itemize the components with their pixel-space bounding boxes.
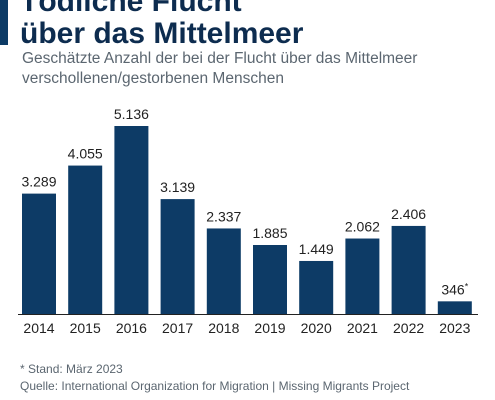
- bar-2014: [22, 193, 56, 314]
- value-label-2021: 2.062: [345, 219, 380, 235]
- x-tick-label-2018: 2018: [208, 320, 239, 336]
- title-line-1: Tödliche Flucht: [20, 0, 242, 18]
- bar-2015: [68, 165, 103, 314]
- bar-2019: [253, 245, 287, 314]
- bar-2020: [299, 260, 334, 314]
- x-tick-label-2020: 2020: [301, 320, 332, 336]
- value-label-2020: 1.449: [299, 241, 334, 257]
- bar-2021: [345, 238, 380, 314]
- page-title: Tödliche Flucht über das Mittelmeer: [20, 0, 303, 50]
- bar-2023: [437, 301, 472, 314]
- value-label-2019: 1.885: [252, 225, 287, 241]
- x-tick-label-2019: 2019: [254, 320, 285, 336]
- x-tick-label-2017: 2017: [162, 320, 193, 336]
- value-label-2022: 2.406: [391, 206, 426, 222]
- value-label-2017: 3.139: [160, 179, 195, 195]
- x-tick-label-2023: 2023: [439, 320, 470, 336]
- bar-2017: [160, 199, 195, 314]
- title-line-2: über das Mittelmeer: [20, 17, 304, 50]
- value-label-2023: 346*: [441, 281, 468, 297]
- bar-2018: [206, 228, 241, 314]
- subtitle-line-2: verschollenen/gestorbenen Menschen: [22, 70, 284, 87]
- bar-2022: [391, 225, 426, 314]
- footnote: * Stand: März 2023: [20, 362, 123, 376]
- value-label-2015: 4.055: [68, 146, 103, 162]
- value-label-2018: 2.337: [206, 208, 241, 224]
- x-tick-label-2016: 2016: [116, 320, 147, 336]
- x-tick-label-2015: 2015: [70, 320, 101, 336]
- value-label-2016: 5.136: [114, 106, 149, 122]
- x-tick-label-2021: 2021: [347, 320, 378, 336]
- x-tick-label-2022: 2022: [393, 320, 424, 336]
- source-note: Quelle: International Organization for M…: [20, 379, 410, 393]
- value-label-footnote-mark: *: [465, 281, 469, 291]
- value-label-2014: 3.289: [21, 174, 56, 190]
- subtitle-line-1: Geschätzte Anzahl der bei der Flucht übe…: [22, 50, 418, 67]
- title-accent-bar: [0, 0, 8, 45]
- chart-subtitle: Geschätzte Anzahl der bei der Flucht übe…: [22, 49, 482, 89]
- x-tick-label-2014: 2014: [23, 320, 54, 336]
- bar-2016: [114, 126, 149, 314]
